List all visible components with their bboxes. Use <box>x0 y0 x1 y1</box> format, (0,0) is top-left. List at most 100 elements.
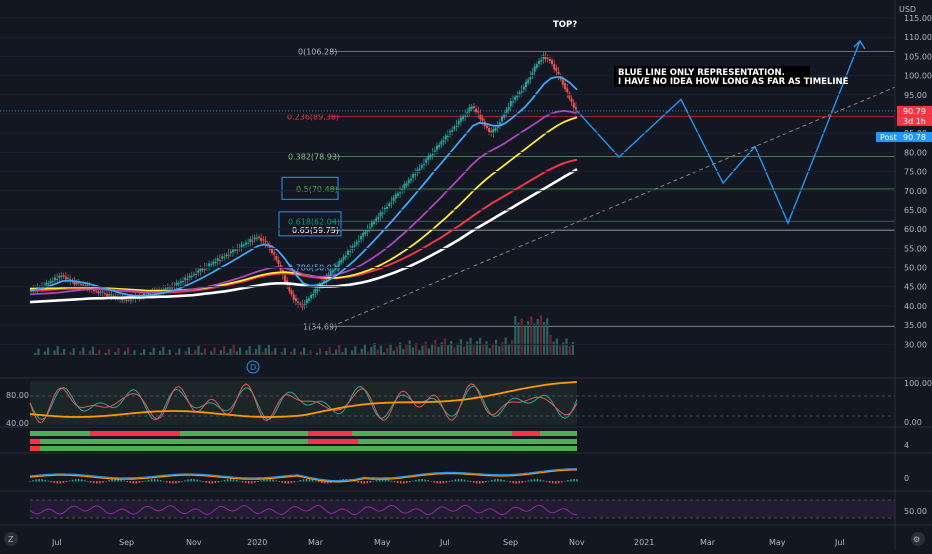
macd-histogram-bar <box>178 481 180 483</box>
candle-body <box>262 239 265 241</box>
candle-body <box>264 240 267 242</box>
candle-body <box>80 284 83 286</box>
oscillator-pane[interactable]: 50.00 <box>29 499 927 519</box>
candle-body <box>379 212 382 217</box>
volume-bar <box>200 352 203 355</box>
volume-bar <box>373 343 376 355</box>
time-tick-label: 2021 <box>634 538 654 547</box>
candle-body <box>572 102 575 108</box>
macd-histogram-bar <box>551 481 554 484</box>
volume-bar <box>121 355 123 372</box>
candle-body <box>112 295 115 297</box>
macd-histogram-bar <box>515 481 518 484</box>
time-tick-label: Nov <box>186 538 202 547</box>
time-axis[interactable]: Jul Sep Nov 2020 Mar May Jul Sep Nov 2021 Mar May Ju… <box>51 538 845 547</box>
osc4-band <box>30 500 895 518</box>
volume-bar <box>82 347 85 355</box>
macd-axis-label: 4 <box>904 441 909 450</box>
macd-pane[interactable]: 40 <box>29 441 909 484</box>
event-marker[interactable] <box>246 360 260 374</box>
candle-body <box>427 155 430 161</box>
price-tick-label: 115.00 <box>904 14 932 23</box>
time-tick-label: Mar <box>308 538 324 547</box>
candle-body <box>422 164 425 166</box>
volume-bar <box>172 357 174 372</box>
candle-body <box>73 281 76 285</box>
candle-body <box>407 179 410 184</box>
macd-histogram-bar <box>469 481 472 482</box>
candle-body <box>336 265 339 268</box>
candle-body <box>566 88 569 92</box>
candle-body <box>307 298 310 301</box>
volume-bar <box>197 345 200 355</box>
volume-bar <box>440 342 443 355</box>
candle-body <box>240 244 243 248</box>
volume-bar <box>137 357 139 372</box>
volume-bar <box>159 350 162 355</box>
moving-averages <box>29 75 578 304</box>
candle-body <box>544 56 547 60</box>
macd-histogram-bar <box>266 479 268 482</box>
candle-body <box>538 60 541 65</box>
macd-histogram-bar <box>442 481 445 484</box>
volume-bar <box>319 348 322 355</box>
candle-body <box>45 282 48 286</box>
settings-button[interactable] <box>911 532 925 546</box>
volume-bar <box>207 356 209 372</box>
volume-bar <box>408 340 411 355</box>
signal-strip-segment <box>30 446 40 451</box>
candle-body <box>446 135 449 138</box>
candle-body <box>208 263 211 267</box>
volume-bar <box>47 347 50 355</box>
macd-histogram-bar <box>138 481 141 484</box>
volume-bar <box>184 351 187 355</box>
macd-histogram-bar <box>327 481 329 484</box>
macd-histogram-bar <box>102 481 104 483</box>
candle-body <box>494 128 497 131</box>
candle-body <box>258 236 261 239</box>
macd-histogram-bar <box>175 481 177 484</box>
last-price-text: 90.79 <box>903 107 926 116</box>
price-pane[interactable]: 0(106.28) 0.236(89.38) 0.382(78.93) 0.5(70.… <box>0 17 895 372</box>
countdown-text: 3d 1h <box>903 117 926 126</box>
macd-histogram-bar <box>278 481 280 482</box>
price-axis[interactable]: 115.00110.00105.00100.0095.0090.0085.008… <box>894 0 932 550</box>
note-line-1: BLUE LINE ONLY REPRESENTATION. <box>618 68 785 78</box>
macd-histogram-bar <box>366 481 369 484</box>
signal-strip-pane[interactable] <box>30 431 577 451</box>
candle-body <box>440 141 443 145</box>
signal-strip-segment <box>352 431 512 436</box>
candle-body <box>501 116 504 122</box>
candle-body <box>444 135 447 140</box>
bottom-left-button[interactable] <box>4 532 18 546</box>
countdown-badge <box>897 115 932 126</box>
macd-histogram-bar <box>129 481 132 483</box>
volume-bar <box>194 349 197 355</box>
candle-body <box>342 256 345 260</box>
macd-histogram-bar <box>433 481 435 483</box>
volume-bar <box>152 347 155 355</box>
candle-body <box>184 277 187 281</box>
macd-histogram-bar <box>542 480 545 482</box>
volume-bar <box>386 348 389 355</box>
candle-body <box>451 130 454 132</box>
macd-histogram-bar <box>375 480 378 482</box>
volume-bar <box>459 339 462 355</box>
fibonacci-retracement[interactable]: 0(106.28) 0.236(89.38) 0.382(78.93) 0.5(70.… <box>278 47 895 331</box>
candle-body <box>362 232 365 237</box>
volume-bar <box>290 351 293 355</box>
candle-body <box>527 79 530 84</box>
candle-body <box>472 106 475 109</box>
macd-histogram-bar <box>50 481 53 483</box>
volume-bar <box>536 319 539 355</box>
candle-body <box>125 299 128 301</box>
stochastic-rsi-pane[interactable]: 80.00 40.00 100.00 0.00 <box>6 379 932 428</box>
macd-line <box>29 468 577 482</box>
macd-histogram-bar <box>275 480 277 482</box>
macd-histogram-bar <box>475 481 478 484</box>
macd-histogram-bar <box>281 481 284 483</box>
macd-histogram-bar <box>548 481 551 483</box>
candle-body <box>75 282 78 285</box>
